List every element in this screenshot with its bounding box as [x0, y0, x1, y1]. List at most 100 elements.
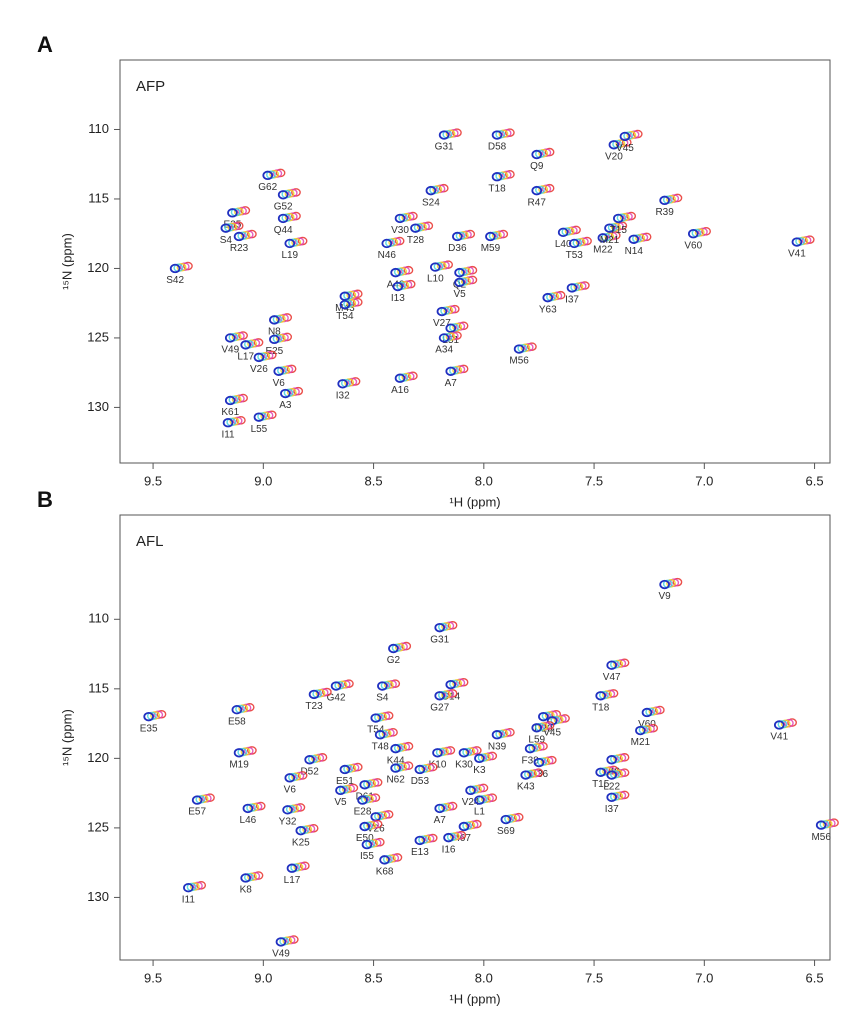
peak [628, 234, 640, 244]
y-tick-label: 130 [87, 399, 109, 414]
peak [374, 730, 386, 740]
plot-frame [119, 514, 831, 961]
x-tick-label: 9.0 [254, 970, 272, 985]
peak-label: T18 [592, 702, 610, 713]
x-tick-label: 8.5 [365, 970, 383, 985]
peak-label: T54 [336, 311, 354, 322]
peak [183, 882, 194, 893]
peak [370, 713, 382, 723]
peak-label: L40 [555, 239, 572, 250]
peak [491, 130, 503, 140]
peak [335, 785, 346, 796]
peak-label: A34 [435, 345, 453, 356]
peak-label: R23 [230, 243, 249, 254]
peak [224, 395, 236, 406]
x-axis-label: ¹H (ppm) [449, 494, 500, 509]
peak-label: G31 [430, 634, 449, 645]
x-tick-label: 8.0 [475, 970, 493, 985]
peak [659, 579, 670, 590]
peak-label: V47 [603, 672, 621, 683]
peak-label: K43 [517, 782, 535, 793]
peak-label: M59 [481, 243, 501, 254]
peak-label: M22 [593, 245, 613, 256]
peak-label: E13 [411, 847, 429, 858]
peak [275, 937, 287, 947]
peak [445, 679, 457, 690]
peak [434, 622, 446, 633]
peak-label: N46 [378, 250, 397, 261]
peak [606, 660, 618, 670]
peak-label: K61 [221, 407, 239, 418]
peak-label: A48 [387, 279, 405, 290]
peak [337, 379, 349, 389]
peak-label: K10 [429, 759, 447, 770]
peak [262, 170, 274, 181]
peak-label: L17 [284, 875, 301, 886]
peak-label: L46 [240, 815, 257, 826]
peak [390, 763, 401, 773]
peak [773, 720, 785, 730]
peak [233, 748, 245, 758]
peak [379, 855, 390, 865]
peak-label: M56 [811, 832, 831, 843]
peak [520, 770, 532, 780]
peak-label: N62 [386, 775, 405, 786]
peak [458, 748, 470, 758]
peak-label: V6 [273, 378, 286, 389]
panel-letter: B [37, 487, 53, 512]
peak [390, 743, 401, 754]
peak [394, 213, 406, 224]
peak [430, 262, 441, 272]
peak [414, 764, 426, 775]
peak-label: V27 [433, 318, 451, 329]
peak-label: T15 [592, 779, 610, 790]
peak [434, 691, 446, 701]
peak-label: I11 [221, 429, 235, 440]
x-tick-label: 6.5 [806, 970, 824, 985]
peak [606, 755, 618, 765]
x-tick-label: 7.0 [695, 970, 713, 985]
peak-label: T54 [367, 725, 385, 736]
peak [597, 233, 609, 243]
peak [269, 334, 280, 345]
peak-label: G31 [435, 142, 454, 153]
peak [619, 131, 631, 142]
peak [791, 237, 803, 247]
peak-label: I13 [391, 293, 405, 304]
peak-label: M21 [600, 235, 620, 246]
peak [388, 643, 399, 654]
peak [280, 388, 291, 399]
peak-label: D36 [448, 243, 467, 254]
peak [443, 832, 454, 843]
peak-label: A7 [434, 815, 447, 826]
peak-label: L10 [427, 274, 444, 285]
peak [438, 130, 450, 140]
peak-label: L59 [528, 734, 545, 745]
peak-label: V30 [391, 225, 409, 236]
peak [641, 707, 653, 718]
peak [595, 691, 606, 701]
peak [224, 333, 236, 343]
x-tick-label: 7.5 [585, 473, 603, 488]
peak-label: V26 [250, 364, 268, 375]
peak [414, 835, 426, 846]
peak [284, 773, 296, 783]
peak [377, 681, 388, 691]
peak-label: S42 [166, 275, 184, 286]
peak [474, 753, 485, 764]
peak-label: Q44 [274, 225, 293, 236]
peak-label: K44 [387, 755, 405, 766]
peak [359, 821, 371, 832]
peak-label: K68 [376, 867, 394, 878]
peak-label: Y63 [539, 304, 557, 315]
peak [687, 229, 699, 239]
peak [277, 190, 289, 200]
y-axis-label: ¹⁵N (ppm) [59, 709, 74, 766]
peak [458, 821, 470, 832]
x-axis-label: ¹H (ppm) [449, 991, 500, 1006]
peak-label: T23 [305, 701, 323, 712]
peak [568, 238, 580, 249]
peak [608, 140, 620, 150]
y-tick-label: 120 [87, 750, 109, 765]
